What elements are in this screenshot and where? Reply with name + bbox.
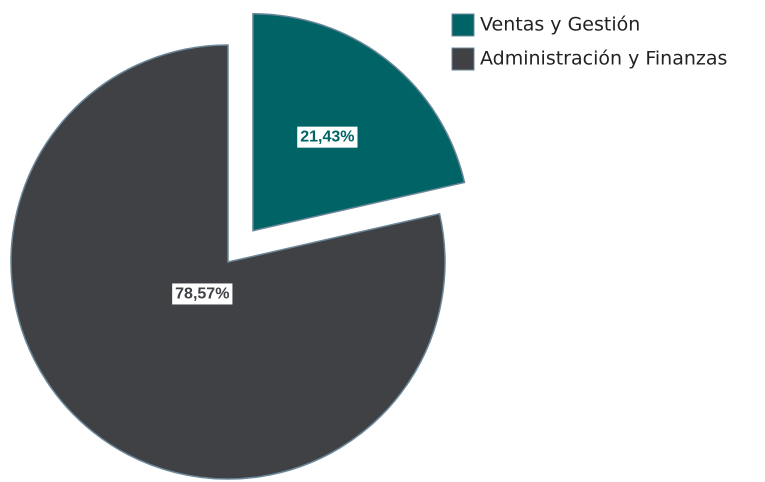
value-label: 21,43% xyxy=(300,129,354,146)
pie-slice xyxy=(252,12,466,232)
legend-swatch xyxy=(451,47,475,71)
value-label-group: 21,43% xyxy=(297,126,358,148)
legend-swatch xyxy=(451,13,475,37)
value-label: 78,57% xyxy=(175,285,229,302)
value-label-box xyxy=(297,126,358,148)
legend-label: Ventas y Gestión xyxy=(480,14,640,36)
value-label-box xyxy=(172,283,233,305)
value-label-group: 78,57% xyxy=(172,283,233,305)
pie-slice xyxy=(10,44,446,480)
legend-label: Administración y Finanzas xyxy=(480,48,727,70)
